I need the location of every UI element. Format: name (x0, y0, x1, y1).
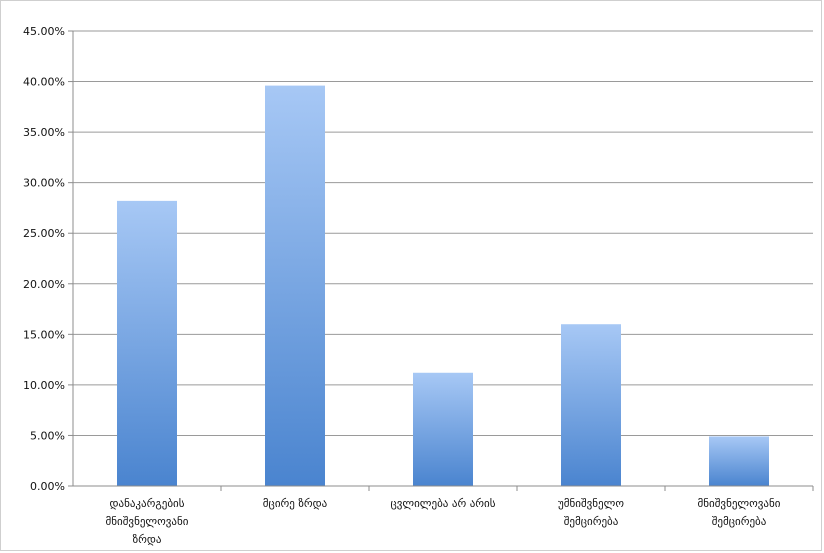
bar (561, 324, 621, 486)
y-tick-label: 0.00% (30, 480, 65, 493)
x-category-label: დანაკარგების მნიშვნელოვანი ზრდა (106, 497, 189, 546)
y-axis-tick-labels: 0.00% 5.00% 10.00% 15.00% 20.00% 25.00% 30.00%… (23, 25, 65, 493)
x-category-label: ცვლილება არ არის (390, 497, 495, 510)
x-category-label-line: მნიშვნელოვანი (698, 497, 781, 510)
y-tick-label: 15.00% (23, 328, 65, 341)
x-category-label: მნიშვნელოვანი შემცირება (698, 497, 781, 528)
x-category-label-line: უმნიშვნელო (558, 497, 624, 510)
y-tick-label: 5.00% (30, 429, 65, 442)
y-tick-label: 45.00% (23, 25, 65, 38)
y-tick-label: 10.00% (23, 379, 65, 392)
bar (709, 436, 769, 486)
bars (117, 85, 769, 486)
y-tick-label: 30.00% (23, 177, 65, 190)
y-tick-label: 40.00% (23, 76, 65, 89)
bar (413, 372, 473, 486)
y-tick-label: 20.00% (23, 278, 65, 291)
x-category-label-line: მნიშვნელოვანი (106, 515, 189, 528)
bar (117, 200, 177, 486)
x-category-label-line: დანაკარგების (110, 497, 185, 510)
x-category-label-line: შემცირება (712, 515, 767, 528)
x-axis-category-labels: დანაკარგების მნიშვნელოვანი ზრდა მცირე ზრდა ც… (106, 497, 781, 546)
bar (265, 85, 325, 486)
gridlines (73, 30, 813, 487)
x-category-label: მცირე ზრდა (263, 497, 328, 510)
y-tick-label: 25.00% (23, 227, 65, 240)
y-tick-label: 35.00% (23, 126, 65, 139)
x-category-label-line: ცვლილება არ არის (390, 497, 495, 510)
x-category-label-line: შემცირება (564, 515, 619, 528)
x-category-label-line: ზრდა (133, 533, 162, 546)
x-category-label: უმნიშვნელო შემცირება (558, 497, 624, 528)
axes (68, 30, 814, 491)
x-category-label-line: მცირე ზრდა (263, 497, 328, 510)
